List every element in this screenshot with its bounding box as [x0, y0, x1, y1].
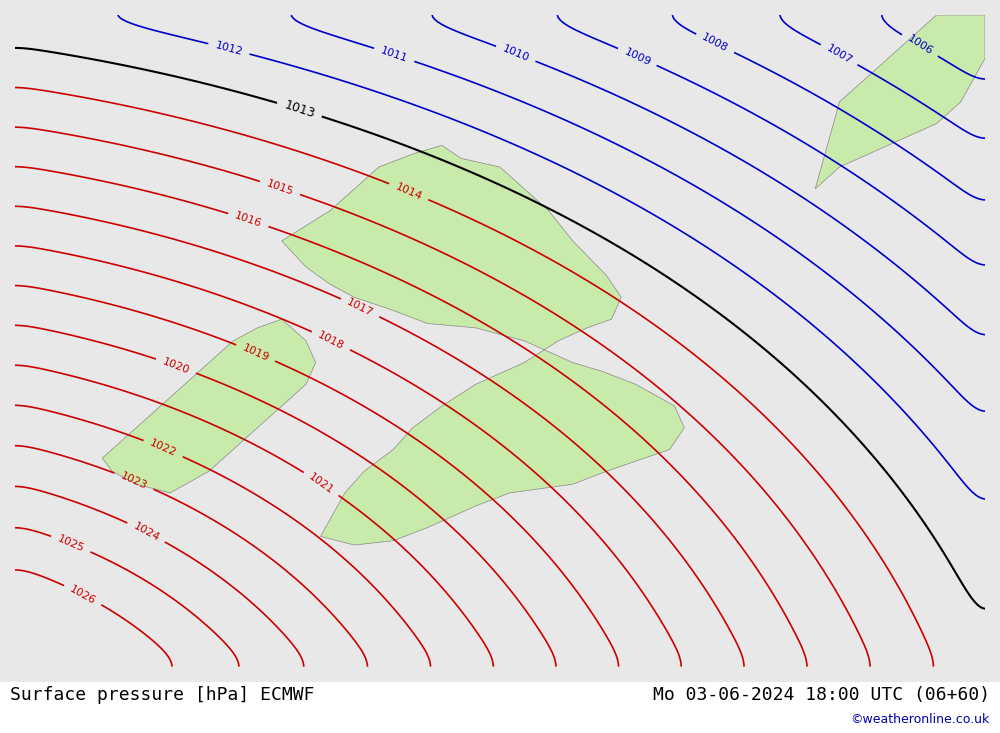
Text: 1025: 1025 — [56, 534, 86, 554]
Polygon shape — [102, 319, 316, 493]
Polygon shape — [282, 145, 684, 545]
Text: 1018: 1018 — [316, 330, 346, 352]
Text: 1016: 1016 — [234, 210, 263, 229]
Text: 1008: 1008 — [700, 32, 730, 54]
Text: 1012: 1012 — [214, 40, 244, 57]
Text: 1026: 1026 — [68, 583, 98, 606]
Polygon shape — [815, 15, 985, 189]
Text: 1015: 1015 — [265, 178, 295, 197]
Text: 1019: 1019 — [241, 342, 271, 363]
Text: 1006: 1006 — [905, 34, 934, 57]
Text: Mo 03-06-2024 18:00 UTC (06+60): Mo 03-06-2024 18:00 UTC (06+60) — [653, 685, 990, 704]
Text: 1024: 1024 — [131, 521, 161, 543]
Text: 1017: 1017 — [345, 297, 375, 318]
Text: 1011: 1011 — [379, 45, 409, 64]
Text: 1022: 1022 — [148, 438, 178, 459]
Text: 1014: 1014 — [394, 181, 424, 202]
Text: 1007: 1007 — [824, 43, 854, 66]
Text: 1020: 1020 — [161, 356, 191, 375]
Text: Surface pressure [hPa] ECMWF: Surface pressure [hPa] ECMWF — [10, 685, 314, 704]
Text: 1009: 1009 — [623, 46, 652, 67]
Text: 1013: 1013 — [282, 98, 316, 121]
Text: ©weatheronline.co.uk: ©weatheronline.co.uk — [851, 712, 990, 726]
Text: 1021: 1021 — [307, 471, 336, 496]
Text: 1010: 1010 — [501, 44, 531, 64]
Text: 1023: 1023 — [119, 471, 149, 491]
